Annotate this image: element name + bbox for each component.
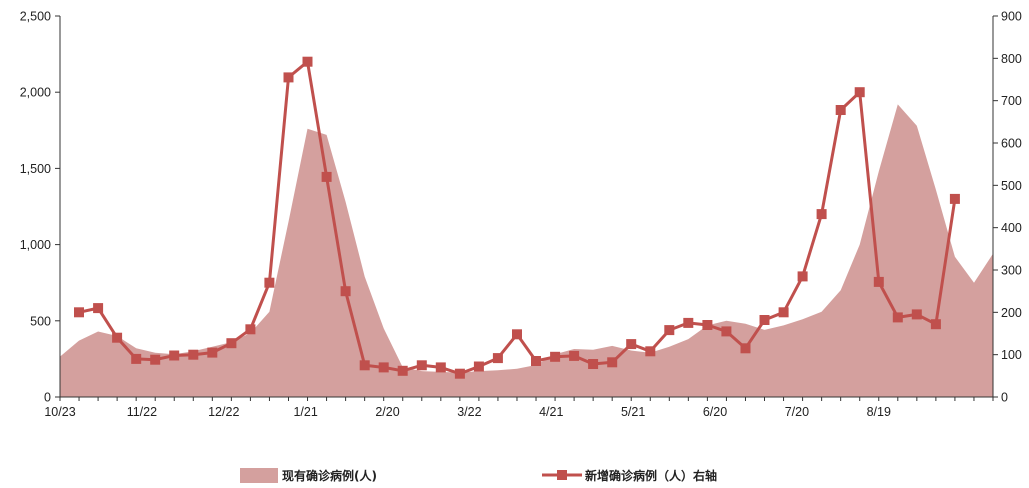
line-point-marker [492, 353, 503, 364]
y-tick-label-right: 300 [1001, 264, 1022, 278]
y-tick-label-left: 0 [44, 391, 51, 405]
line-point-marker [531, 356, 541, 366]
line-point-marker [435, 362, 446, 373]
y-tick-label-right: 700 [1001, 94, 1022, 108]
x-tick-label: 10/23 [44, 405, 75, 419]
line-point-marker [169, 350, 180, 361]
line-point-marker [645, 346, 656, 357]
line-point-marker [150, 354, 161, 365]
y-tick-label-left: 2,000 [20, 86, 51, 100]
line-point-marker [112, 332, 123, 343]
line-point-marker [607, 357, 618, 368]
y-tick-label-right: 500 [1001, 179, 1022, 193]
line-point-marker [302, 56, 313, 67]
x-tick-label: 6/20 [703, 405, 727, 419]
line-point-marker [359, 360, 370, 371]
line-point-marker [702, 320, 713, 330]
line-point-marker [759, 315, 770, 325]
area-series-current-cases [60, 104, 993, 398]
line-layer [74, 56, 960, 379]
x-tick-label: 1/21 [293, 405, 317, 419]
line-point-marker [340, 286, 351, 297]
line-point-marker [930, 319, 941, 330]
line-point-marker [835, 105, 846, 115]
line-point-marker [588, 359, 599, 369]
legend-swatch-area [240, 468, 278, 483]
y-tick-label-left: 1,000 [20, 238, 51, 252]
line-point-marker [207, 347, 218, 358]
line-point-marker [454, 368, 465, 379]
line-point-marker [264, 277, 275, 288]
line-point-marker [949, 193, 960, 204]
line-point-marker [74, 307, 84, 318]
legend-label-line: 新增确诊病例（人）右轴 [585, 468, 717, 483]
x-tick-label: 3/22 [457, 405, 481, 419]
legend-label-area: 现有确诊病例(人) [282, 468, 377, 483]
line-point-marker [816, 209, 827, 220]
line-point-marker [473, 361, 484, 372]
line-point-marker [416, 360, 427, 371]
y-tick-label-right: 800 [1001, 52, 1022, 66]
y-tick-label-left: 1,500 [20, 162, 51, 176]
line-point-marker [664, 325, 675, 336]
y-tick-label-right: 200 [1001, 306, 1022, 320]
line-point-marker [740, 343, 751, 354]
line-point-marker [283, 72, 294, 83]
line-point-marker [569, 350, 580, 361]
x-tick-label: 11/22 [127, 405, 157, 419]
x-tick-label: 12/22 [208, 405, 239, 419]
line-point-marker [778, 307, 789, 318]
line-point-marker [797, 271, 808, 282]
line-point-marker [683, 317, 694, 328]
line-point-marker [321, 171, 332, 182]
line-point-marker [188, 349, 199, 360]
line-point-marker [397, 365, 408, 376]
line-point-marker [245, 324, 256, 335]
x-tick-label: 5/21 [621, 405, 645, 419]
y-tick-label-left: 500 [30, 314, 51, 328]
line-point-marker [512, 329, 522, 340]
y-tick-label-right: 600 [1001, 137, 1022, 151]
y-tick-label-right: 0 [1001, 391, 1008, 405]
x-tick-label: 2/20 [375, 405, 399, 419]
line-point-marker [93, 303, 104, 314]
y-tick-label-right: 100 [1001, 348, 1022, 362]
y-tick-label-right: 400 [1001, 221, 1022, 235]
line-point-marker [873, 276, 884, 287]
line-point-marker [854, 87, 865, 98]
y-tick-label-right: 900 [1001, 10, 1022, 24]
line-point-marker [892, 312, 903, 323]
axes-layer: 0 500 1,000 1,500 2,000 2,500 0 100 200 300 400 500… [20, 10, 1022, 420]
legend: 现有确诊病例(人) 新增确诊病例（人）右轴 [240, 468, 717, 483]
line-point-marker [721, 326, 732, 337]
line-point-marker [550, 351, 561, 362]
x-tick-label: 4/21 [539, 405, 563, 419]
line-point-marker [226, 338, 237, 349]
x-tick-label: 8/19 [867, 405, 891, 419]
line-point-marker [626, 339, 637, 350]
line-point-marker [378, 362, 389, 373]
x-tick-label: 7/20 [785, 405, 809, 419]
line-point-marker [131, 353, 142, 364]
area-layer [60, 104, 993, 398]
y-tick-label-left: 2,500 [20, 10, 51, 24]
legend-swatch-marker [557, 470, 567, 480]
line-point-marker [911, 309, 922, 320]
